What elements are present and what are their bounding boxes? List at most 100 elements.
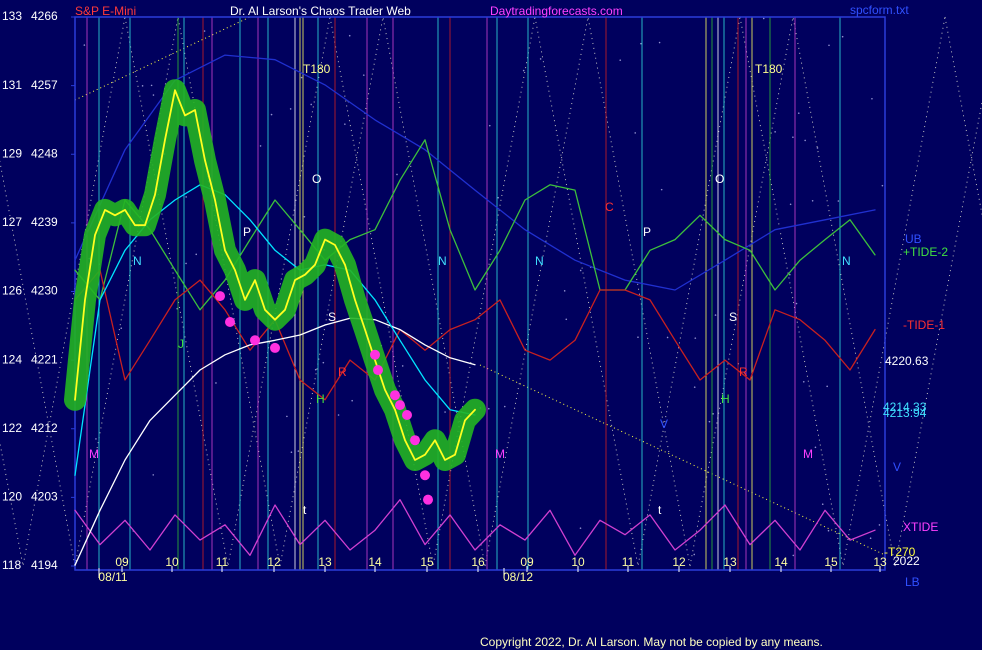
star [789,203,792,206]
star [878,524,881,526]
star [871,97,873,100]
star [712,413,714,415]
y-alt-label: 120 [2,490,22,504]
star [837,200,840,202]
star [797,112,800,114]
star [215,382,217,384]
right-label: UB [905,232,922,246]
cycle-line [484,16,691,567]
y-alt-label: 118 [2,558,21,572]
date-label: 08/11 [98,570,127,584]
star [297,450,300,452]
y-alt-label: 126 [2,284,22,298]
star [185,262,187,265]
annotation: S [729,310,737,324]
star [539,58,542,60]
annotation: R [739,365,748,379]
y-tick-label: 4194 [31,558,58,572]
y-alt-label: 129 [2,146,22,160]
x-tick-label: 13 [723,555,737,569]
star [303,215,306,218]
marker [270,342,280,353]
star [396,173,398,176]
annotation: M [803,447,813,461]
annotation: O [312,172,321,186]
star [351,399,353,402]
star [141,85,144,87]
y-alt-label: 133 [2,9,22,23]
annotation: M [495,447,505,461]
y-alt-label: 131 [2,78,22,92]
y-alt-label: 127 [2,215,22,229]
star [444,411,446,413]
right-label: 4214.33 [883,400,927,414]
x-tick-label: 15 [420,555,434,569]
star [310,103,313,106]
star [795,302,798,305]
marker [390,390,400,401]
star [811,200,814,202]
star [789,273,791,276]
star [774,131,776,133]
star [522,69,525,72]
annotation: P [643,225,651,239]
annotation: C [605,200,614,214]
x-tick-label: 12 [267,555,281,569]
star [666,336,669,339]
star [322,361,325,364]
star [259,145,262,147]
marker [395,400,405,411]
annotation: H [721,392,730,406]
chart-title: Dr. Al Larson's Chaos Trader Web [230,4,411,18]
star [401,365,404,367]
star [814,446,817,449]
x-tick-label: 11 [216,555,229,569]
annotation: O [715,172,724,186]
y-tick-label: 4266 [31,9,58,23]
series-line [74,499,876,556]
x-tick-label: 12 [672,555,686,569]
star [634,132,637,134]
star [290,451,293,453]
star [841,35,844,38]
right-label: V [893,460,901,474]
star [286,415,288,418]
star [152,94,155,96]
y-tick-label: 4203 [31,490,58,504]
marker [420,470,430,481]
star [802,380,805,383]
star [300,76,303,79]
site: Daytradingforecasts.com [490,4,623,18]
star [289,108,292,110]
annotation: S [328,310,336,324]
y-tick-label: 4221 [31,352,58,366]
cycle-line [0,16,126,567]
x-tick-label: 14 [774,555,788,569]
star [714,314,717,316]
star [487,407,490,410]
y-alt-label: 124 [2,352,22,366]
annotation: N [133,254,142,268]
y-tick-label: 4248 [31,146,58,160]
x-tick-label: 13 [873,555,887,569]
marker [225,317,235,327]
right-label: 2022 [893,554,920,568]
cycle-line [124,16,331,567]
x-tick-label: 10 [165,555,179,569]
star [828,44,830,47]
star [579,269,582,272]
x-tick-label: 16 [471,555,485,569]
star [83,44,86,46]
y-alt-label: 122 [2,421,22,435]
x-tick-label: 14 [368,555,382,569]
annotation: t [658,503,662,517]
x-tick-label: 13 [318,555,332,569]
annotation: V [660,417,668,431]
star [488,124,491,127]
star [792,136,794,139]
right-label: -T270 [884,545,916,559]
star [337,414,340,416]
annotation: R [338,365,347,379]
annotation: t [303,503,307,517]
